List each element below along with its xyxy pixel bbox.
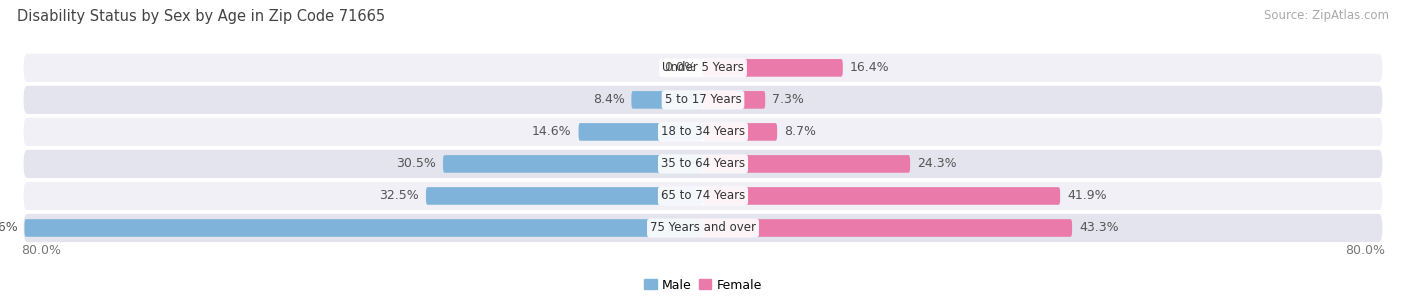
Text: 41.9%: 41.9% [1067,189,1107,203]
FancyBboxPatch shape [443,155,703,173]
Legend: Male, Female: Male, Female [644,278,762,292]
Text: 16.4%: 16.4% [849,61,889,74]
FancyBboxPatch shape [631,91,703,109]
Text: 75 Years and over: 75 Years and over [650,221,756,235]
FancyBboxPatch shape [24,182,1382,210]
FancyBboxPatch shape [24,54,1382,82]
Text: 32.5%: 32.5% [380,189,419,203]
Text: 14.6%: 14.6% [531,125,572,138]
FancyBboxPatch shape [703,155,910,173]
Text: Under 5 Years: Under 5 Years [662,61,744,74]
Text: 79.6%: 79.6% [0,221,18,235]
Text: 8.7%: 8.7% [785,125,815,138]
Text: 7.3%: 7.3% [772,93,804,106]
Text: 80.0%: 80.0% [21,244,60,257]
Text: 30.5%: 30.5% [396,157,436,170]
FancyBboxPatch shape [703,91,765,109]
FancyBboxPatch shape [703,187,1060,205]
Text: 8.4%: 8.4% [593,93,624,106]
Text: 5 to 17 Years: 5 to 17 Years [665,93,741,106]
Text: Source: ZipAtlas.com: Source: ZipAtlas.com [1264,9,1389,22]
Text: 24.3%: 24.3% [917,157,956,170]
Text: 18 to 34 Years: 18 to 34 Years [661,125,745,138]
FancyBboxPatch shape [578,123,703,141]
Text: 43.3%: 43.3% [1078,221,1119,235]
Text: 80.0%: 80.0% [1346,244,1385,257]
FancyBboxPatch shape [24,118,1382,146]
FancyBboxPatch shape [703,219,1073,237]
FancyBboxPatch shape [24,150,1382,178]
FancyBboxPatch shape [24,219,703,237]
FancyBboxPatch shape [703,123,778,141]
Text: 35 to 64 Years: 35 to 64 Years [661,157,745,170]
FancyBboxPatch shape [703,59,842,77]
Text: 65 to 74 Years: 65 to 74 Years [661,189,745,203]
Text: 0.0%: 0.0% [664,61,696,74]
FancyBboxPatch shape [24,86,1382,114]
FancyBboxPatch shape [426,187,703,205]
Text: Disability Status by Sex by Age in Zip Code 71665: Disability Status by Sex by Age in Zip C… [17,9,385,24]
FancyBboxPatch shape [24,214,1382,242]
